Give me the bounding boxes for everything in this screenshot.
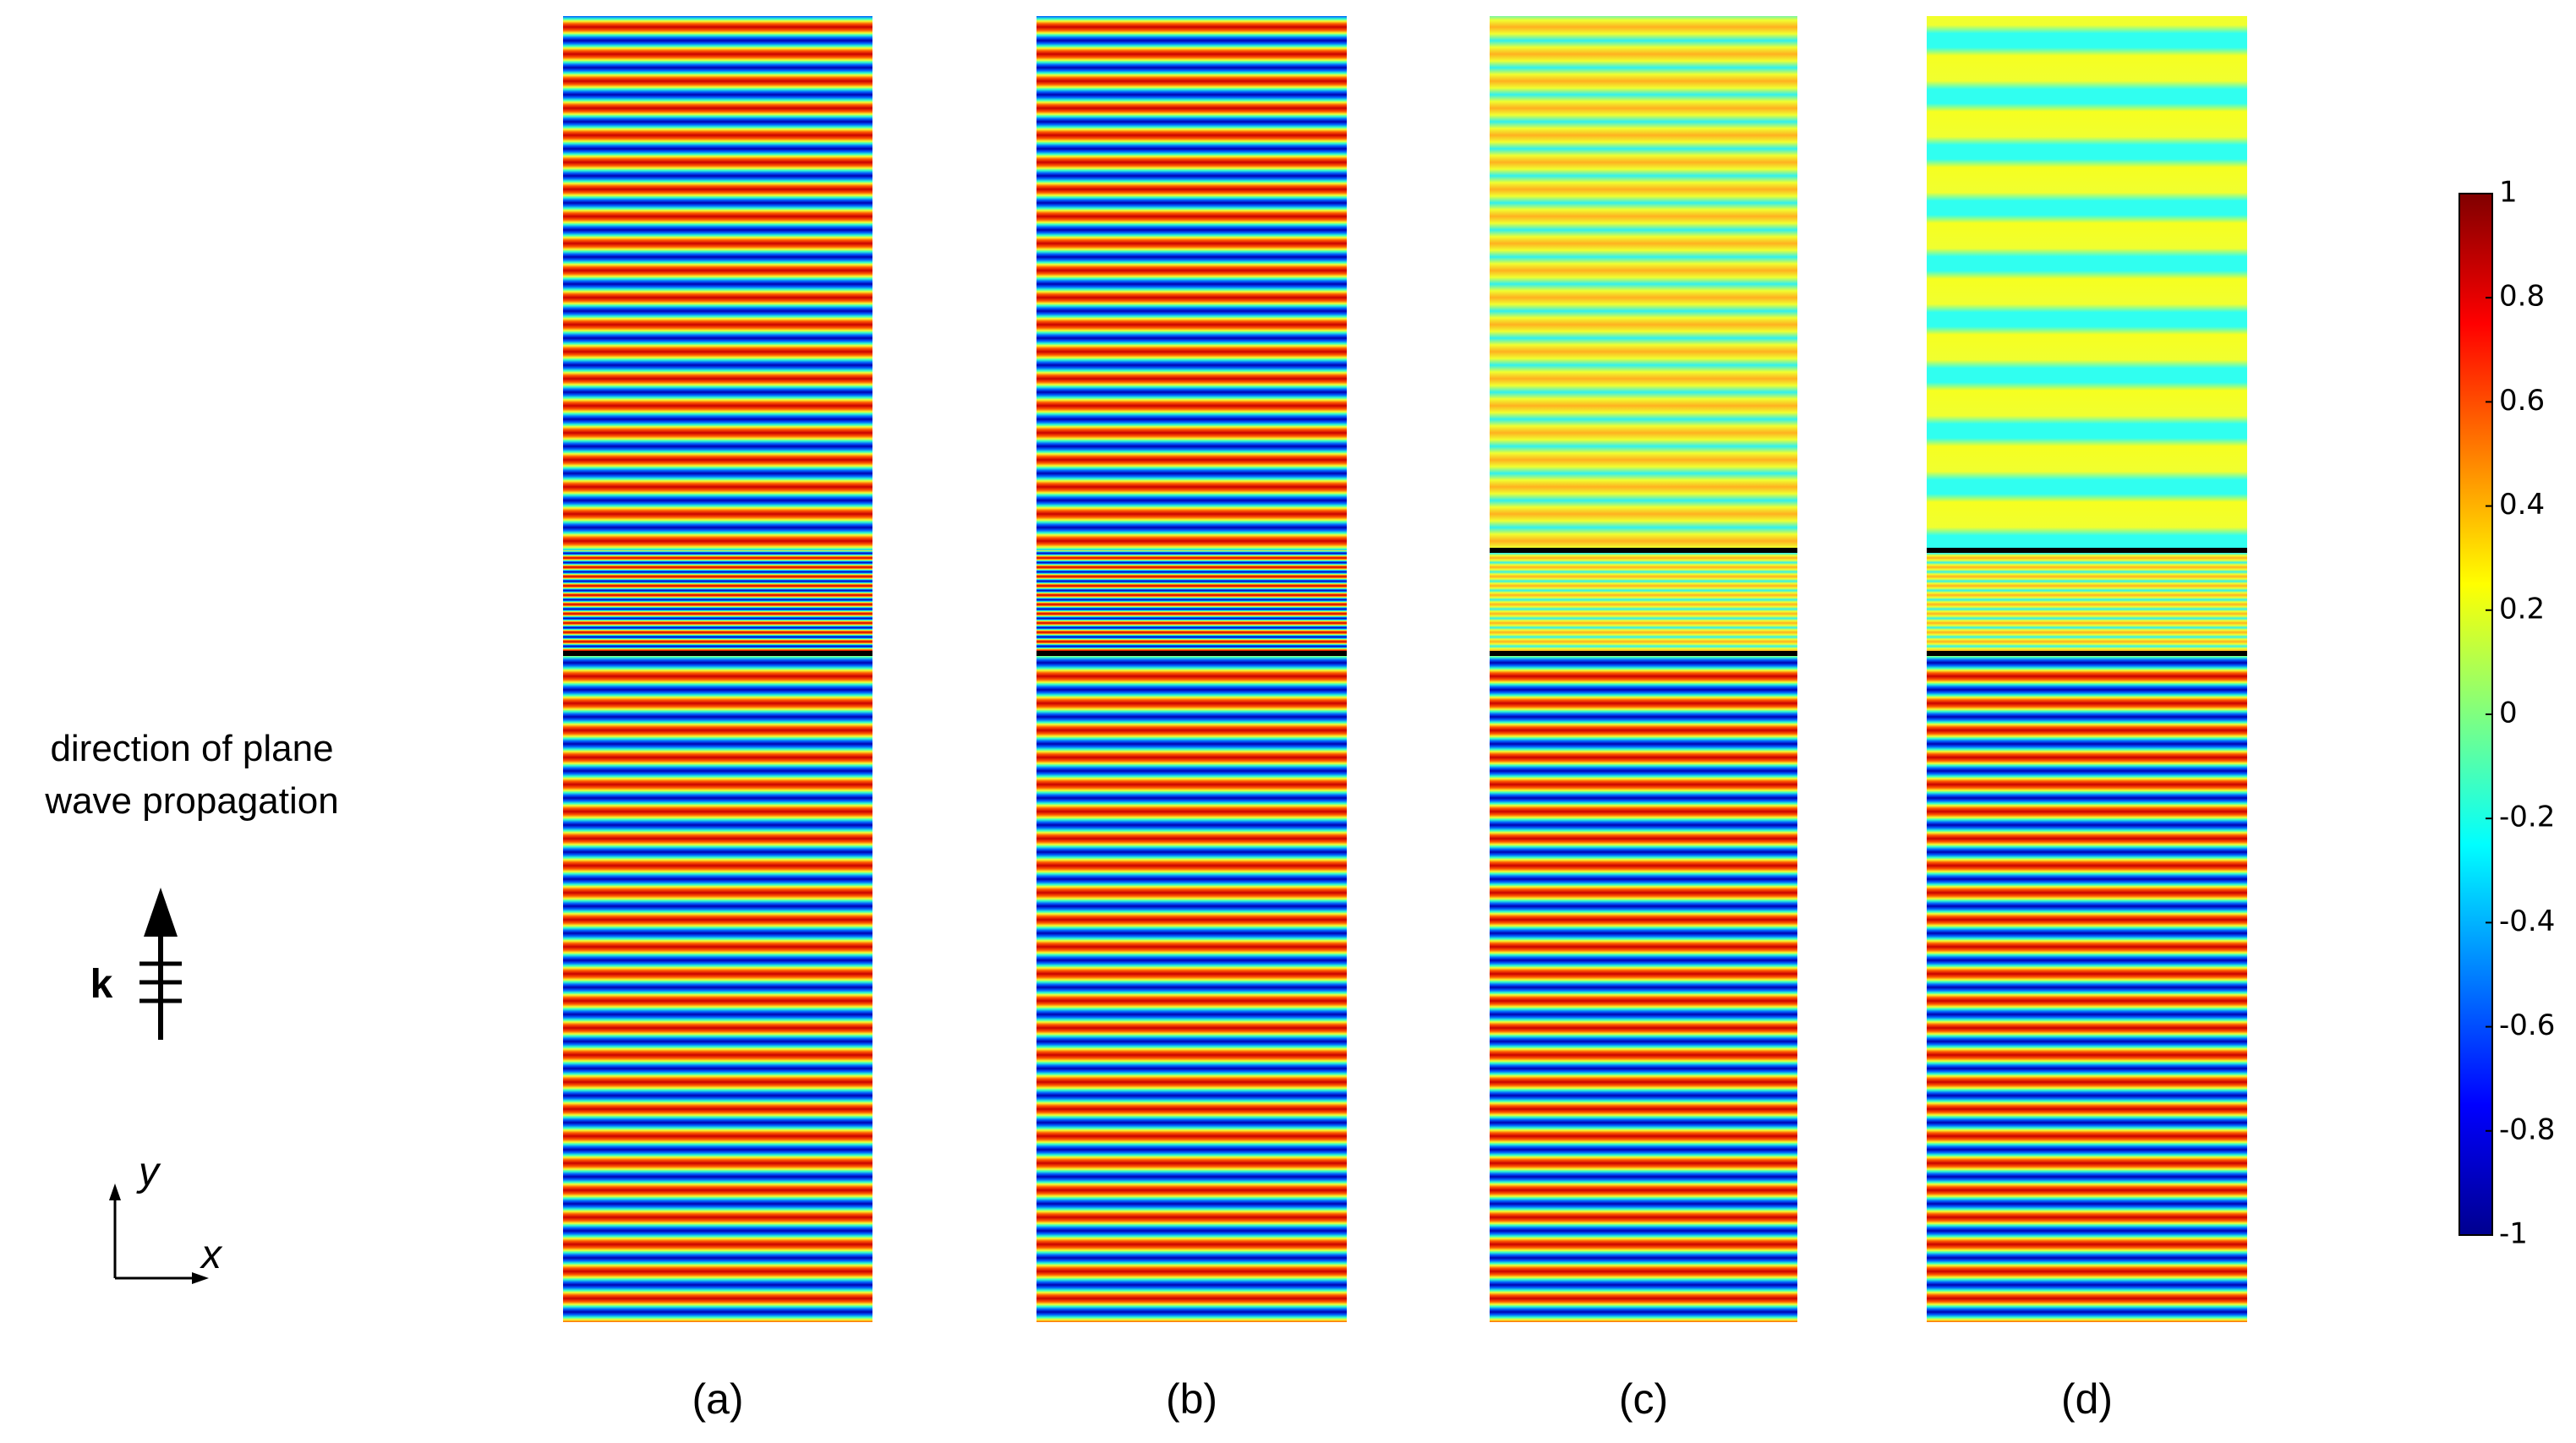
field-panel: (a) (563, 16, 872, 1423)
axis-y-label: y (136, 1150, 161, 1194)
colorbar-tick-label: 1 (2499, 176, 2518, 210)
k-arrow (139, 888, 182, 1040)
field-region (1927, 550, 2247, 653)
field-region (1490, 16, 1797, 550)
colorbar-tick-label: 0.6 (2499, 384, 2545, 418)
colorbar-tick-label: -0.4 (2499, 905, 2555, 938)
panels: (a) (b) (c) (d) (563, 16, 2247, 1423)
colorbar-tick-label: 0 (2499, 697, 2518, 730)
field-region (563, 653, 872, 1322)
colorbar-tick-label: 0.4 (2499, 488, 2545, 522)
field-region (1490, 550, 1797, 653)
colorbar-tick-label: -0.6 (2499, 1008, 2555, 1042)
field-region (1490, 653, 1797, 1322)
field-region (1036, 653, 1347, 1322)
panel-label: (c) (1619, 1375, 1668, 1423)
colorbar-tick-label: 0.8 (2499, 280, 2545, 314)
colorbar-tick-label: 0.2 (2499, 592, 2545, 626)
field-panel: (d) (1927, 16, 2247, 1423)
annotation-line: wave propagation (44, 780, 338, 822)
panel-label: (b) (1166, 1375, 1217, 1423)
field-region (563, 16, 872, 550)
field-region (1927, 16, 2247, 550)
panel-label: (a) (692, 1375, 743, 1423)
colorbar-tick-label: -0.8 (2499, 1112, 2555, 1146)
axis-x-label: x (200, 1233, 223, 1277)
colorbar-tick-label: -1 (2499, 1217, 2528, 1251)
field-panel: (b) (1036, 16, 1347, 1423)
field-region (1036, 16, 1347, 550)
colorbar: 1 0.8 0.6 0.4 0.2 0 -0.2 -0.4 -0.6 -0.8 -1 (2458, 176, 2555, 1251)
axes-icon (109, 1183, 209, 1284)
panel-label: (d) (2061, 1375, 2113, 1423)
field-region (563, 550, 872, 653)
field-panel: (c) (1490, 16, 1797, 1423)
annotation-line: direction of plane (50, 728, 333, 769)
field-region (1927, 653, 2247, 1322)
colorbar-tick-label: -0.2 (2499, 801, 2555, 834)
k-label: k (90, 962, 113, 1007)
field-region (1036, 550, 1347, 653)
